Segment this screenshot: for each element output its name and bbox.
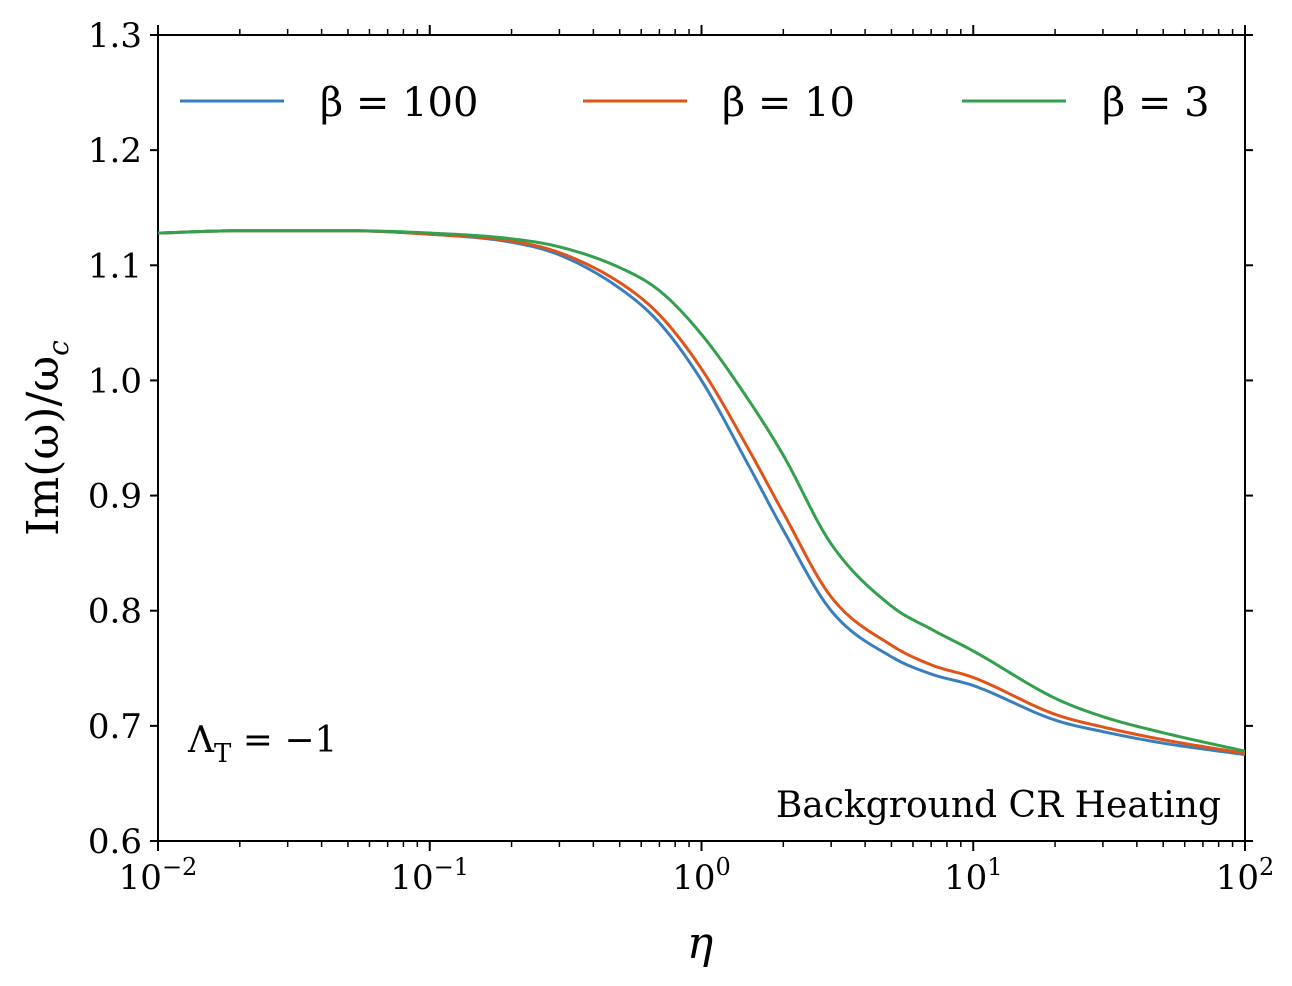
y-tick-label: 1.2 <box>88 131 142 171</box>
x-tick-label: 101 <box>944 853 1003 898</box>
y-tick-label: 1.0 <box>88 361 142 401</box>
x-tick-label: 10−2 <box>119 853 198 898</box>
annotation-background-heating: Background CR Heating <box>776 785 1221 826</box>
y-axis-title: Im(ω)/ωc <box>18 340 75 536</box>
y-axis-title-sub: c <box>42 340 75 356</box>
annotation-lambda-value: = −1 <box>231 720 337 761</box>
x-tick-label: 100 <box>672 853 731 898</box>
y-axis-ticks: 0.6 0.7 0.8 0.9 1.0 1.1 1.2 1.3 <box>88 16 1253 862</box>
legend-label-beta-100: β = 100 <box>320 80 478 126</box>
legend-label-beta-3: β = 3 <box>1102 80 1210 126</box>
annotation-lambda-symbol: Λ <box>187 720 215 761</box>
y-tick-label: 1.1 <box>88 246 142 286</box>
y-tick-label: 0.8 <box>88 592 142 632</box>
legend: β = 100 β = 10 β = 3 <box>180 80 1210 126</box>
annotation-lambda-subscript: T <box>214 739 232 769</box>
x-tick-label: 102 <box>1216 853 1275 898</box>
series-line-2 <box>157 229 1246 753</box>
y-axis-title-main: Im(ω)/ω <box>18 356 69 536</box>
legend-label-beta-10: β = 10 <box>722 80 855 126</box>
series-line-1 <box>157 229 1246 755</box>
x-axis-ticks: 10−2 10−1 100 101 102 <box>119 25 1275 898</box>
y-tick-label: 0.7 <box>88 707 142 747</box>
y-tick-label: 1.3 <box>88 16 142 56</box>
series-line-0 <box>157 229 1246 757</box>
x-axis-title: η <box>687 918 713 969</box>
y-tick-label: 0.6 <box>88 822 142 862</box>
series-lines <box>157 229 1246 757</box>
annotation-lambda: ΛT = −1 <box>187 720 337 769</box>
y-tick-label: 0.9 <box>88 477 142 517</box>
x-axis-minor-ticks <box>239 29 1234 847</box>
x-tick-label: 10−1 <box>390 853 469 898</box>
